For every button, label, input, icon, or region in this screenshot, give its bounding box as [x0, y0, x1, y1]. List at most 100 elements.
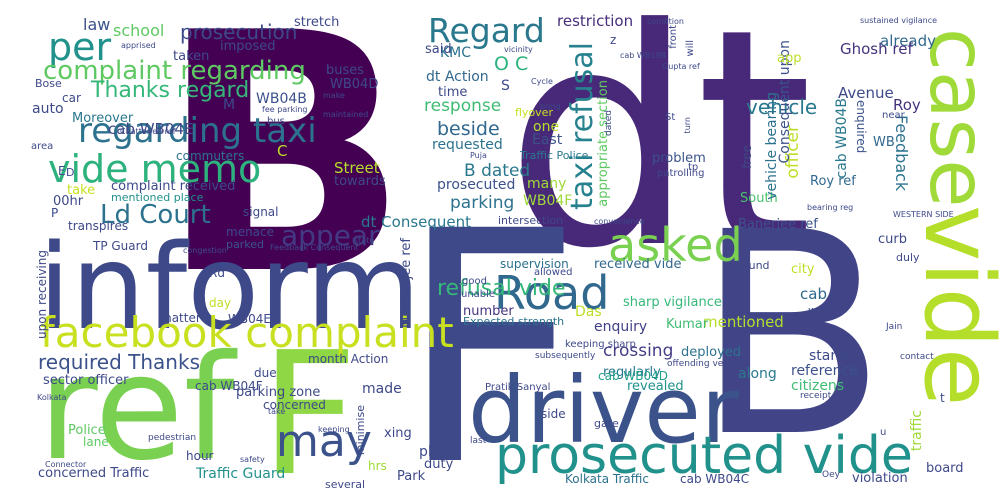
word-cloud-word: S: [501, 78, 510, 94]
word-cloud-word: app: [777, 51, 802, 66]
word-cloud-word: ref: [38, 324, 235, 493]
word-cloud-word: C: [277, 142, 288, 160]
word-cloud-word: good: [462, 276, 487, 287]
word-cloud-word: revealed: [627, 379, 684, 394]
word-cloud-word: reference: [791, 363, 858, 379]
word-cloud-word: case: [912, 28, 1000, 208]
word-cloud-word: place: [419, 444, 457, 460]
word-cloud-word: cab WB04C: [680, 472, 750, 486]
word-cloud-word: Gupta ref: [662, 62, 700, 71]
word-cloud-word: concerned Traffic: [38, 466, 150, 481]
word-cloud-word: xing: [384, 426, 412, 441]
word-cloud-word: vide memo: [48, 147, 262, 191]
word-cloud-word: Cycle: [531, 77, 553, 86]
word-cloud-word: deployed: [681, 345, 742, 360]
word-cloud-word: near: [882, 110, 905, 121]
word-cloud-word: asked: [608, 218, 743, 272]
word-cloud-word: F: [398, 164, 583, 500]
word-cloud-word: u: [880, 427, 887, 438]
word-cloud-word: cab WB04E: [108, 120, 194, 138]
word-cloud-word: fee parking: [262, 105, 308, 114]
word-cloud-word: complaint regarding: [43, 56, 306, 86]
word-cloud-word: due: [254, 366, 277, 380]
word-cloud-word: dt Action: [426, 69, 489, 85]
word-cloud-word: Bose: [35, 77, 62, 90]
word-cloud-word: Mukherjee ref: [399, 238, 414, 328]
word-cloud-word: Rd: [209, 266, 225, 280]
word-cloud-word: Kumar: [666, 317, 709, 332]
word-cloud-word: mentioned place: [111, 191, 204, 204]
word-cloud-word: flyover: [515, 106, 553, 119]
word-cloud-word: sharp vigilance: [623, 295, 722, 310]
word-cloud-word: requested: [432, 137, 503, 153]
word-cloud-word: cab: [800, 285, 827, 303]
word-cloud-word: regarding taxi: [78, 111, 317, 151]
word-cloud-word: will: [685, 40, 696, 57]
word-cloud-word: sector officer: [43, 373, 129, 388]
word-cloud-word: problem: [652, 151, 706, 166]
word-cloud-word: cab WB04B: [834, 98, 850, 179]
word-cloud-word: enquired: [854, 100, 868, 154]
word-cloud-word: Road: [494, 266, 610, 320]
word-cloud-word: Avenue: [838, 84, 894, 102]
word-cloud-word: Street: [334, 159, 380, 177]
word-cloud-word: stand: [809, 348, 849, 364]
word-cloud-word: subsequently: [535, 351, 596, 361]
word-cloud-word: parked: [226, 238, 264, 251]
word-cloud-word: along: [738, 366, 777, 382]
word-cloud-word: B: [158, 0, 410, 347]
word-cloud-word: stretch: [294, 15, 340, 30]
word-cloud-word: F: [260, 316, 358, 500]
word-cloud-word: found: [738, 259, 770, 272]
word-cloud-word: school: [113, 21, 165, 40]
word-cloud-word: car: [62, 91, 81, 105]
word-cloud-word: dt Consequent: [361, 213, 472, 231]
word-cloud-word: z: [610, 33, 617, 47]
word-cloud-word: free: [740, 145, 754, 169]
word-cloud-word: make: [323, 91, 345, 100]
word-cloud-word: Puja: [470, 151, 487, 160]
word-cloud-word: bus: [267, 116, 285, 127]
word-cloud-word: auto: [32, 101, 64, 117]
word-cloud-word: Park: [397, 469, 426, 484]
word-cloud-word: many: [527, 176, 567, 192]
word-cloud-word: take: [67, 183, 96, 198]
word-cloud-word: pedestrian: [148, 433, 197, 443]
word-cloud-word: last: [470, 436, 487, 446]
word-cloud-word: Regard: [428, 11, 545, 50]
word-cloud-word: dated: [604, 110, 614, 137]
word-cloud-word: O C: [494, 53, 529, 75]
word-cloud-word: cab WB04D: [598, 369, 668, 383]
word-cloud-word: Feedback Consequent: [270, 243, 359, 252]
word-cloud-word: facebook complaint: [40, 308, 454, 357]
word-cloud-word: Feedback: [892, 115, 911, 192]
word-cloud-word: Kolkata Traffic: [565, 472, 649, 486]
word-cloud-word: tp: [688, 162, 699, 173]
word-cloud-word: mentioned: [703, 313, 784, 331]
word-cloud-word: state: [354, 236, 375, 245]
word-cloud-word: received vide: [594, 257, 682, 272]
word-cloud-word: turn: [683, 117, 692, 134]
word-cloud-word: towards: [334, 174, 386, 189]
word-cloud-word: citizens: [791, 378, 845, 394]
word-cloud-word: Traffic Police: [520, 149, 589, 162]
word-cloud-word: Moreover: [72, 111, 134, 126]
word-cloud-word: t: [940, 391, 945, 405]
word-cloud-word: gate: [594, 417, 619, 430]
word-cloud-word: B dated: [464, 161, 531, 181]
word-cloud-word: prosecuted: [437, 177, 516, 193]
word-cloud-word: 00hr: [53, 194, 84, 209]
word-cloud-word: Roy ref: [810, 174, 856, 189]
word-cloud-word: upon receiving: [35, 250, 49, 340]
word-cloud-word: said: [425, 42, 452, 57]
word-cloud-word: Ghosh ref: [840, 40, 913, 58]
word-cloud-word: parking zone: [236, 385, 321, 400]
word-cloud-word: driver: [468, 357, 739, 464]
word-cloud-word: WB04B: [256, 91, 307, 107]
word-cloud-word: time: [438, 85, 468, 100]
word-cloud-word: duly: [896, 251, 920, 264]
word-cloud-word: Chatterjee ref: [120, 127, 176, 136]
word-cloud-word: apprised: [121, 41, 156, 50]
word-cloud-word: enquiry: [594, 319, 648, 335]
